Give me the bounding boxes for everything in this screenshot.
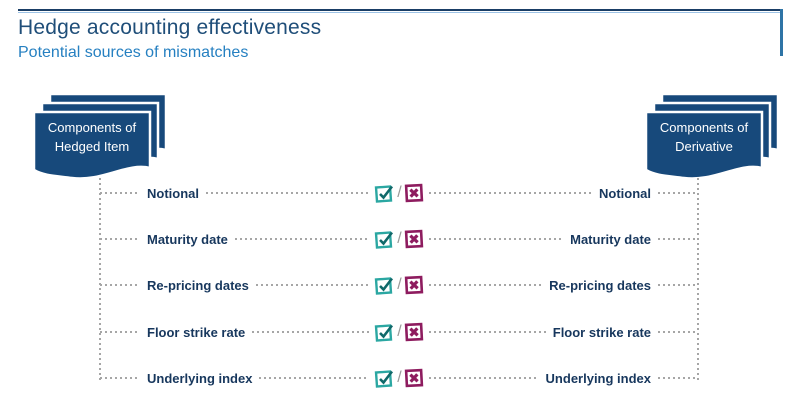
check-box-icon (375, 323, 394, 342)
dotted-connector (658, 192, 699, 194)
page-subtitle: Potential sources of mismatches (18, 44, 249, 61)
check-box-icon (375, 230, 394, 249)
derivative-stack-label: Components of Derivative (644, 112, 764, 164)
slash-separator: / (397, 276, 402, 293)
right-row-label: Notional (599, 185, 652, 201)
comparison-row-underlying-index: Underlying index / Underlying index (100, 367, 699, 389)
slash-separator: / (397, 369, 402, 386)
dotted-connector (428, 192, 593, 194)
left-row-label: Underlying index (147, 370, 253, 386)
left-row-label: Notional (147, 185, 199, 201)
left-row-label: Maturity date (147, 231, 228, 247)
check-box-icon (375, 369, 394, 388)
cross-box-icon (404, 368, 423, 388)
slash-separator: / (397, 230, 402, 247)
right-row-label: Underlying index (545, 370, 652, 386)
dotted-connector (428, 331, 546, 333)
stack-label-line1: Components of (659, 120, 749, 136)
dotted-connector (100, 331, 140, 333)
dotted-connector (658, 331, 699, 333)
stack-label-line1: Components of (47, 120, 137, 136)
dotted-connector (100, 377, 140, 379)
dotted-connector (428, 377, 539, 379)
match-indicator: / (374, 368, 423, 389)
dotted-connector (658, 284, 699, 286)
match-indicator: / (374, 183, 423, 204)
document-sheet-icon (644, 110, 764, 180)
dotted-connector (255, 284, 370, 286)
hedged-item-stack: Components of Hedged Item (32, 92, 172, 192)
cross-box-icon (404, 183, 423, 203)
left-row-label: Floor strike rate (147, 324, 246, 340)
dotted-connector (100, 284, 140, 286)
header-corner-bracket (780, 9, 783, 56)
check-box-icon (375, 276, 394, 295)
right-dotted-rail (697, 178, 699, 380)
match-indicator: / (374, 322, 423, 343)
page-title: Hedge accounting effectiveness (18, 16, 322, 39)
left-dotted-rail (99, 178, 101, 380)
stack-label-line2: Hedged Item (54, 139, 130, 154)
dotted-connector (234, 238, 370, 240)
right-row-label: Floor strike rate (552, 324, 652, 340)
right-row-label: Re-pricing dates (549, 277, 652, 293)
left-row-label: Re-pricing dates (147, 277, 249, 293)
dotted-connector (100, 238, 140, 240)
right-row-label: Maturity date (570, 231, 652, 247)
dotted-connector (100, 192, 140, 194)
dotted-connector (259, 377, 370, 379)
match-indicator: / (374, 229, 423, 250)
dotted-connector (252, 331, 370, 333)
dotted-connector (428, 284, 543, 286)
hedged-item-stack-label: Components of Hedged Item (32, 112, 152, 164)
cross-box-icon (404, 275, 423, 295)
slash-separator: / (397, 184, 402, 201)
match-indicator: / (374, 275, 423, 296)
document-sheet-icon (32, 110, 152, 180)
slash-separator: / (397, 323, 402, 340)
check-box-icon (375, 184, 394, 203)
stack-label-line2: Derivative (675, 139, 733, 154)
cross-box-icon (404, 229, 423, 249)
dotted-connector (658, 377, 699, 379)
comparison-row-floor-strike-rate: Floor strike rate / Floor strike rate (100, 321, 699, 343)
dotted-connector (428, 238, 564, 240)
comparison-row-maturity-date: Maturity date / Maturity date (100, 228, 699, 250)
comparison-row-notional: Notional / Notional (100, 182, 699, 204)
cross-box-icon (404, 322, 423, 342)
derivative-stack: Components of Derivative (644, 92, 784, 192)
dotted-connector (206, 192, 370, 194)
header-rule-dark (18, 9, 783, 11)
header-rule-light (18, 12, 783, 13)
comparison-row-repricing-dates: Re-pricing dates / Re-pricing dates (100, 274, 699, 296)
dotted-connector (658, 238, 699, 240)
